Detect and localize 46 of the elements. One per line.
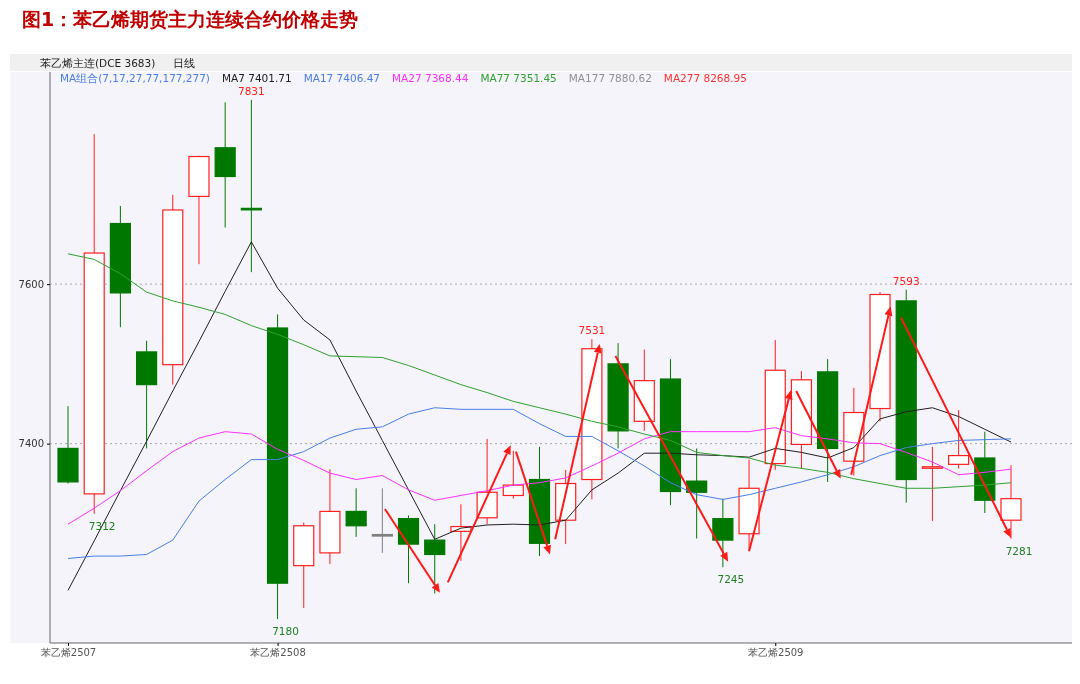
x-tick-label: 苯乙烯2507 (40, 647, 97, 659)
line-series (67, 253, 1012, 489)
candlestick (607, 342, 629, 449)
candlestick (266, 313, 289, 620)
candlestick (109, 205, 131, 328)
candlestick (214, 101, 236, 229)
annotation: MA177 7880.62 (568, 72, 652, 84)
x-tick-label: 苯乙烯2508 (250, 647, 306, 659)
text: MA27 7368.44 (392, 72, 469, 84)
candlestick (895, 289, 917, 504)
candlestick (135, 340, 158, 449)
x-tick-label: 苯乙烯2509 (748, 647, 804, 659)
candlestick (686, 447, 708, 540)
candlestick (581, 338, 603, 500)
annotation: MA277 8268.95 (663, 72, 747, 84)
candlestick (738, 459, 760, 551)
candlestick (345, 487, 367, 538)
candlestick (319, 468, 341, 565)
text: 7831 (237, 84, 265, 97)
candlestick (371, 487, 393, 554)
text: MA77 7351.45 (480, 72, 557, 84)
candlestick (240, 99, 262, 273)
text: MA7 7401.71 (221, 72, 292, 84)
text: 7531 (578, 324, 606, 337)
y-tick-label: 7400 (18, 438, 44, 450)
candlestick (57, 405, 79, 484)
candlestick (633, 349, 655, 432)
text: MA17 7406.47 (303, 72, 381, 84)
chart-title: 图1：苯乙烯期货主力连续合约价格走势 (22, 8, 359, 30)
text: 7180 (272, 625, 299, 638)
candlestick (817, 358, 839, 483)
text: 7281 (1005, 544, 1033, 557)
candlestick (502, 450, 524, 500)
annotation: MA组合(7,17,27,77,177,277) (60, 72, 210, 84)
candlestick (1000, 464, 1022, 540)
text: 7245 (717, 573, 745, 586)
text: 日线 (173, 57, 196, 69)
text: 苯乙烯主连(DCE 3683) (40, 57, 156, 69)
text: 7593 (892, 274, 920, 287)
candlestick (921, 446, 944, 522)
candlestick (712, 498, 734, 568)
candlestick (83, 133, 105, 515)
candlestick (162, 194, 184, 386)
y-tick-label: 7600 (18, 278, 44, 290)
candlestick (397, 514, 420, 584)
candlestick (869, 291, 891, 422)
